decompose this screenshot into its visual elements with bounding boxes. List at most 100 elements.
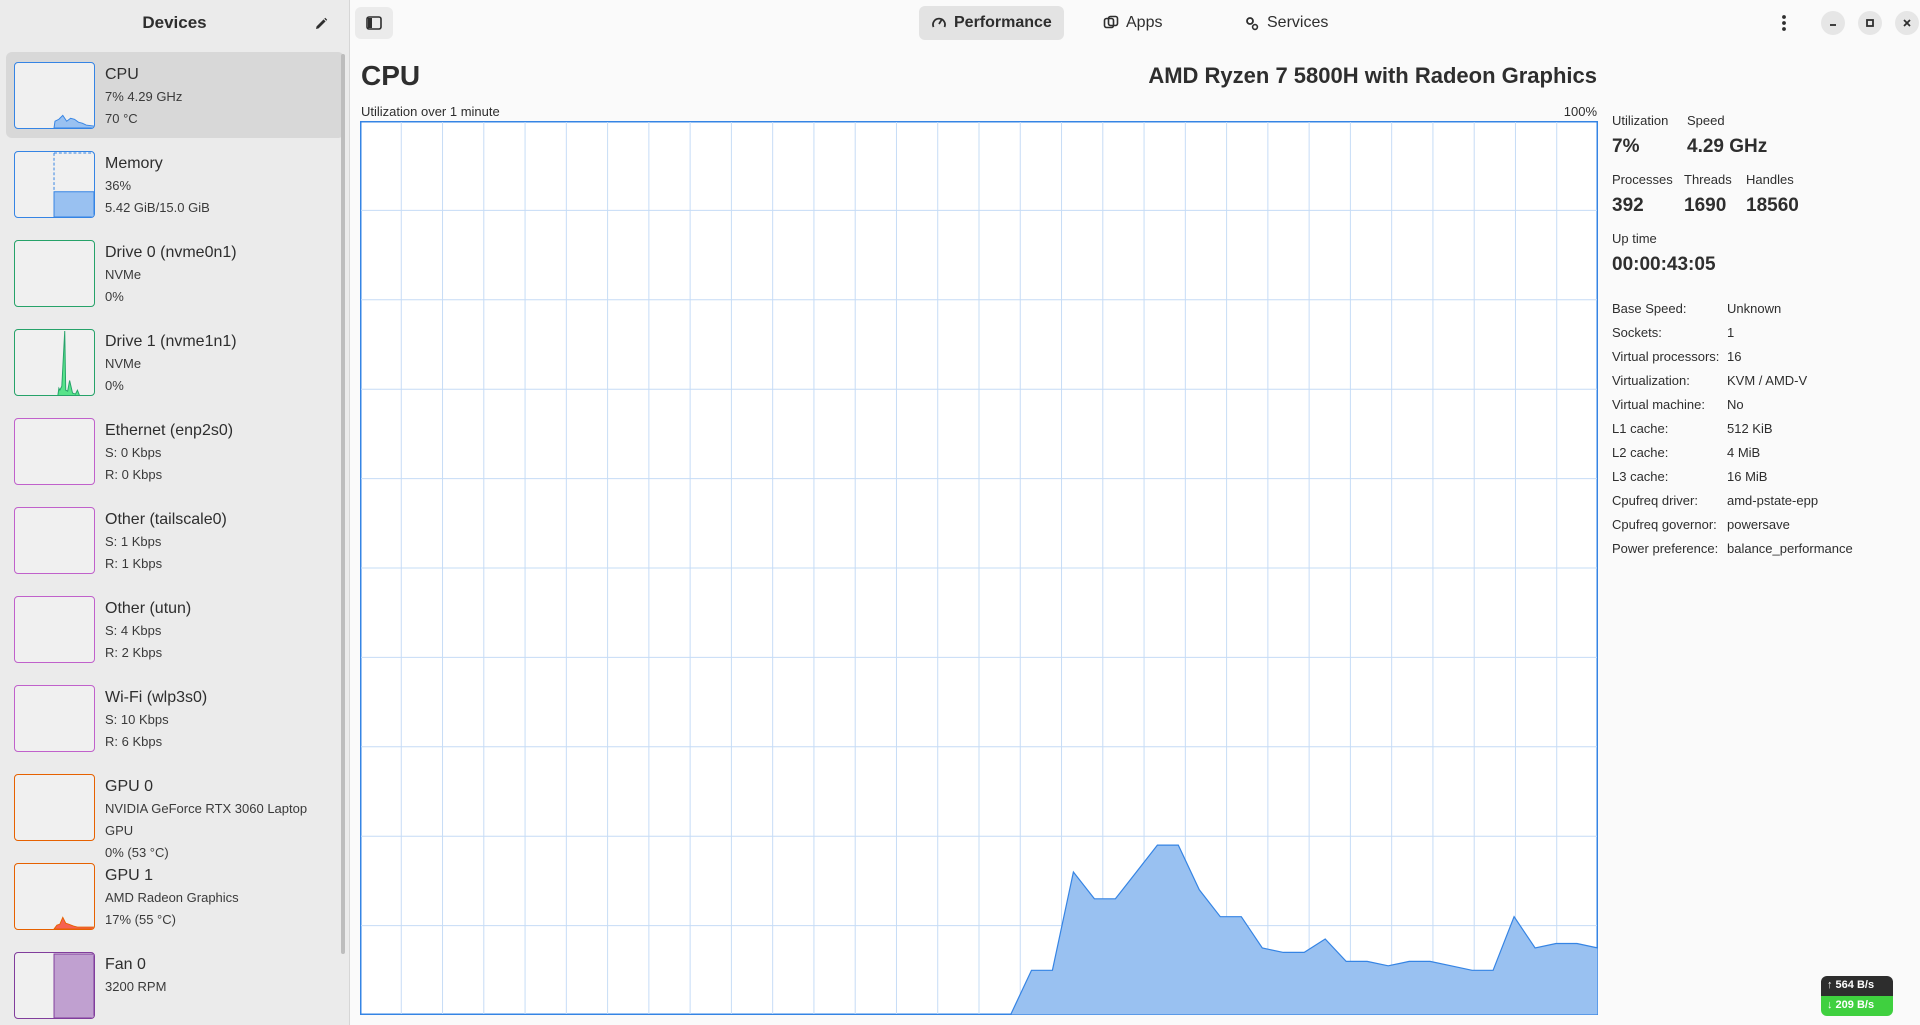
sidebar-item-memory[interactable]: Memory 36% 5.42 GiB/15.0 GiB <box>6 141 344 227</box>
device-info: Drive 0 (nvme0n1) NVMe 0% <box>105 240 237 306</box>
apps-icon <box>1103 15 1119 31</box>
device-name: CPU <box>105 66 139 83</box>
threads-label: Threads <box>1684 172 1732 187</box>
speed-label: Speed <box>1687 113 1725 128</box>
sidebar-item-drive-0-nvme0n1[interactable]: Drive 0 (nvme0n1) NVMe 0% <box>6 230 344 316</box>
graph-max-label: 100% <box>1563 104 1597 119</box>
property-value: balance_performance <box>1727 541 1853 556</box>
processes-label: Processes <box>1612 172 1673 187</box>
uptime-label: Up time <box>1612 231 1657 246</box>
processes-value: 392 <box>1612 195 1644 216</box>
property-value: 1 <box>1727 325 1735 340</box>
tab-apps[interactable]: Apps <box>1091 6 1174 40</box>
device-name: Wi-Fi (wlp3s0) <box>105 689 208 706</box>
device-detail-1: 7% 4.29 GHz <box>105 89 183 104</box>
property-label: Cpufreq driver: <box>1612 493 1698 508</box>
property-value: KVM / AMD-V <box>1727 373 1808 388</box>
device-thumbnail-graph <box>14 774 95 841</box>
device-name: Drive 1 (nvme1n1) <box>105 333 237 350</box>
device-detail-1: NVMe <box>105 356 142 371</box>
sidebar-item-gpu-1[interactable]: GPU 1 AMD Radeon Graphics 17% (55 °C) <box>6 853 344 939</box>
property-value: 4 MiB <box>1727 445 1761 460</box>
device-name: Other (utun) <box>105 600 192 617</box>
sidebar-item-wi-fi-wlp3s0[interactable]: Wi-Fi (wlp3s0) S: 10 Kbps R: 6 Kbps <box>6 675 344 761</box>
property-value: 16 MiB <box>1727 469 1768 484</box>
main-menu-button[interactable] <box>1770 9 1798 37</box>
property-value: No <box>1727 397 1744 412</box>
device-name: GPU 0 <box>105 778 154 795</box>
device-detail-1: AMD Radeon Graphics <box>105 890 239 905</box>
tab-services[interactable]: Services <box>1232 6 1340 40</box>
device-thumbnail-graph <box>14 418 95 485</box>
minimize-button[interactable] <box>1821 11 1845 35</box>
sidebar-item-gpu-0[interactable]: GPU 0 NVIDIA GeForce RTX 3060 Laptop GPU 0… <box>6 764 344 860</box>
property-label: Base Speed: <box>1612 301 1687 316</box>
sidebar-item-ethernet-enp2s0[interactable]: Ethernet (enp2s0) S: 0 Kbps R: 0 Kbps <box>6 408 344 494</box>
uptime-value: 00:00:43:05 <box>1612 254 1716 275</box>
kebab-menu-icon <box>1782 15 1786 31</box>
property-label: L2 cache: <box>1612 445 1669 460</box>
device-info: Memory 36% 5.42 GiB/15.0 GiB <box>105 151 210 217</box>
sidebar-item-other-tailscale0[interactable]: Other (tailscale0) S: 1 Kbps R: 1 Kbps <box>6 497 344 583</box>
device-thumbnail-graph <box>14 240 95 307</box>
sidebar-icon <box>366 16 382 30</box>
device-list: CPU 7% 4.29 GHz 70 °C Memory 36% 5.42 GiB/15.… <box>6 52 344 1025</box>
device-detail-2: R: 0 Kbps <box>105 467 163 482</box>
device-detail-2: 0% <box>105 289 124 304</box>
property-value: Unknown <box>1727 301 1782 316</box>
graph-grid <box>361 122 1597 1014</box>
utilization-area <box>360 844 1598 1015</box>
device-thumbnail-graph <box>14 151 95 218</box>
device-name: Memory <box>105 155 163 172</box>
device-info: CPU 7% 4.29 GHz 70 °C <box>105 62 182 128</box>
tab-performance-label: Performance <box>954 14 1052 31</box>
close-icon <box>1903 19 1911 27</box>
device-name: Other (tailscale0) <box>105 511 227 528</box>
device-detail-1: S: 0 Kbps <box>105 445 162 460</box>
device-detail-2: 5.42 GiB/15.0 GiB <box>105 200 210 215</box>
sidebar-item-drive-1-nvme1n1[interactable]: Drive 1 (nvme1n1) NVMe 0% <box>6 319 344 405</box>
device-info: Fan 0 3200 RPM <box>105 952 166 1018</box>
device-info: GPU 0 NVIDIA GeForce RTX 3060 Laptop GPU 0… <box>105 774 336 860</box>
network-upload-speed: ↑ 564 B/s <box>1821 976 1893 996</box>
sidebar-item-cpu[interactable]: CPU 7% 4.29 GHz 70 °C <box>6 52 344 138</box>
tab-apps-label: Apps <box>1126 14 1163 31</box>
property-label: L3 cache: <box>1612 469 1669 484</box>
property-label: Sockets: <box>1612 325 1662 340</box>
close-button[interactable] <box>1895 11 1919 35</box>
edit-devices-button[interactable] <box>309 12 333 36</box>
device-thumbnail-graph <box>14 596 95 663</box>
network-download-speed: ↓ 209 B/s <box>1821 996 1893 1016</box>
services-icon <box>1244 15 1260 31</box>
sidebar-toggle-button[interactable] <box>355 7 393 39</box>
property-label: Virtual processors: <box>1612 349 1720 364</box>
sidebar-item-fan-0[interactable]: Fan 0 3200 RPM <box>6 942 344 1025</box>
property-label: Virtualization: <box>1612 373 1690 388</box>
device-detail-1: NVMe <box>105 267 142 282</box>
property-value: 16 <box>1727 349 1742 364</box>
device-detail-1: S: 1 Kbps <box>105 534 162 549</box>
device-detail-2: 0% (53 °C) <box>105 845 169 860</box>
handles-value: 18560 <box>1746 195 1799 216</box>
device-info: Ethernet (enp2s0) S: 0 Kbps R: 0 Kbps <box>105 418 233 484</box>
device-info: GPU 1 AMD Radeon Graphics 17% (55 °C) <box>105 863 239 929</box>
maximize-button[interactable] <box>1858 11 1882 35</box>
device-detail-1: S: 10 Kbps <box>105 712 169 727</box>
sidebar-header: Devices <box>0 0 349 46</box>
device-detail-1: 36% <box>105 178 132 193</box>
network-speed-indicator: ↑ 564 B/s ↓ 209 B/s <box>1821 976 1893 1016</box>
sidebar-item-other-utun[interactable]: Other (utun) S: 4 Kbps R: 2 Kbps <box>6 586 344 672</box>
device-thumbnail-graph <box>14 329 95 396</box>
sidebar-scrollbar[interactable] <box>341 54 345 954</box>
cpu-utilization-graph <box>360 121 1598 1015</box>
device-info: Other (utun) S: 4 Kbps R: 2 Kbps <box>105 596 191 662</box>
device-info: Drive 1 (nvme1n1) NVMe 0% <box>105 329 237 395</box>
device-name: Ethernet (enp2s0) <box>105 422 234 439</box>
device-detail-2: 17% (55 °C) <box>105 912 176 927</box>
device-detail-2: R: 6 Kbps <box>105 734 163 749</box>
tab-performance[interactable]: Performance <box>919 6 1064 40</box>
device-name: Fan 0 <box>105 956 146 973</box>
property-value: 512 KiB <box>1727 421 1773 436</box>
tab-services-label: Services <box>1267 14 1329 31</box>
device-detail-2: R: 2 Kbps <box>105 645 163 660</box>
